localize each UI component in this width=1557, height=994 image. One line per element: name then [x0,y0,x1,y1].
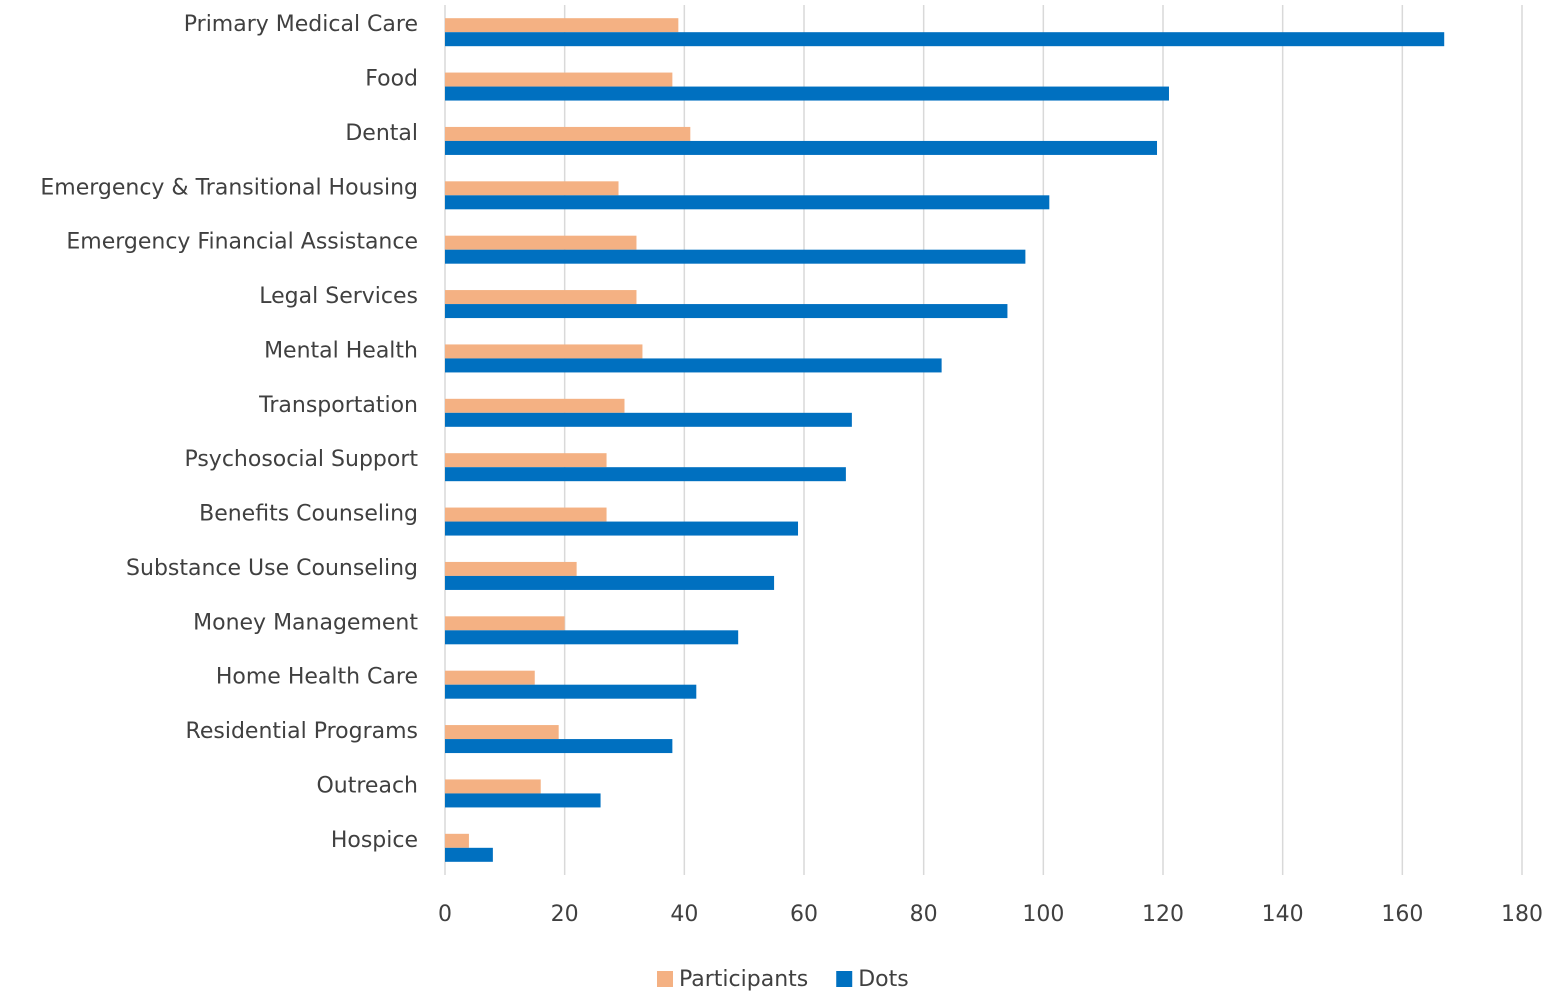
bar [445,140,1158,155]
y-tick-label: Emergency Financial Assistance [66,230,418,255]
bar [445,344,643,359]
bar [445,507,607,522]
bar [445,358,942,373]
bar [445,739,673,754]
y-tick-label: Legal Services [259,284,418,309]
bar [445,195,1050,210]
bar [445,453,607,468]
x-tick-label: 100 [1022,902,1064,927]
x-tick-label: 120 [1142,902,1184,927]
y-tick-label: Primary Medical Care [184,12,418,37]
bar [445,304,1008,319]
y-tick-label: Benefits Counseling [199,502,418,527]
x-tick-label: 20 [551,902,579,927]
y-tick-label: Emergency & Transitional Housing [40,175,418,200]
bar [445,18,679,33]
bar [445,72,673,87]
legend-swatch [657,971,673,987]
bar [445,616,565,631]
y-tick-label: Food [365,67,418,92]
y-tick-label: Mental Health [264,338,418,363]
y-tick-label: Money Management [193,610,418,635]
bar [445,630,739,645]
bar [445,833,469,848]
bar [445,398,625,413]
y-tick-label: Home Health Care [216,665,418,690]
bar [445,725,559,740]
y-tick-label: Psychosocial Support [184,447,418,472]
legend-swatch [836,971,853,987]
y-tick-label: Transportation [258,393,418,418]
bar [445,249,1026,264]
bar [445,779,541,794]
bar [445,670,535,685]
y-tick-label: Hospice [331,828,418,853]
bar [445,126,691,141]
bar [445,181,619,196]
legend-label: Participants [679,967,808,992]
y-tick-label: Dental [345,121,418,146]
bar [445,561,577,576]
x-tick-label: 80 [910,902,938,927]
bar [445,847,493,862]
y-tick-label: Residential Programs [186,719,418,744]
bar [445,684,697,699]
bar [445,290,637,305]
bar [445,86,1169,101]
x-tick-label: 180 [1501,902,1543,927]
x-tick-label: 60 [790,902,818,927]
bar [445,235,637,250]
bar [445,467,846,482]
x-tick-label: 140 [1262,902,1304,927]
y-tick-label: Substance Use Counseling [126,556,418,581]
bar [445,793,601,808]
x-tick-label: 0 [438,902,452,927]
x-tick-label: 160 [1381,902,1423,927]
x-tick-label: 40 [670,902,698,927]
bar [445,412,852,427]
bar [445,521,799,536]
legend-label: Dots [858,967,909,992]
bar [445,575,775,590]
y-tick-label: Outreach [316,773,418,798]
bar [445,32,1445,47]
